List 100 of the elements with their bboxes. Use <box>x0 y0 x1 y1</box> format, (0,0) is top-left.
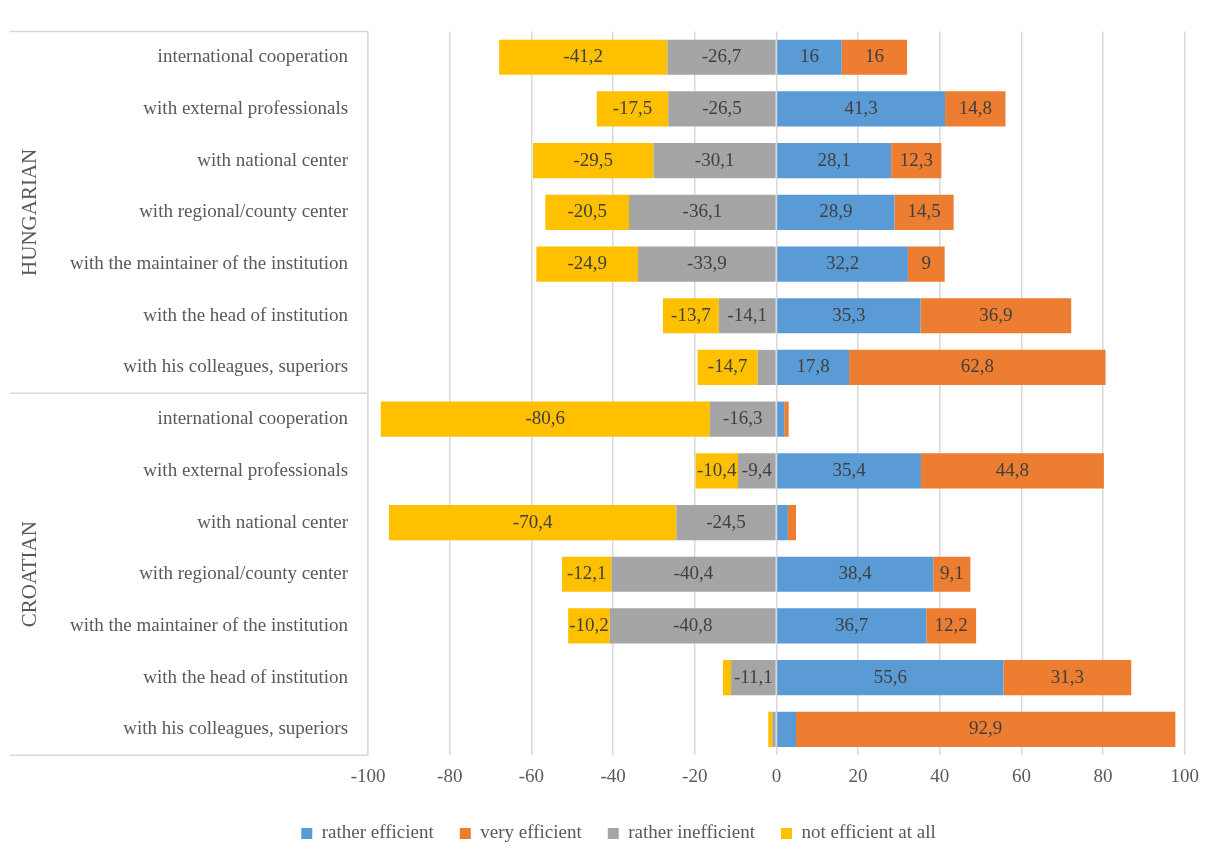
y-tick-label: international cooperation <box>157 45 349 67</box>
y-tick-label: with national center <box>197 510 349 532</box>
y-tick-label: with the maintainer of the institution <box>69 252 349 274</box>
bar <box>722 660 732 696</box>
bar <box>533 143 654 179</box>
legend-label: very efficient <box>480 821 583 843</box>
bar <box>731 660 776 696</box>
bar <box>697 349 758 386</box>
data-label: -17,5 <box>612 96 653 118</box>
data-label: -20,5 <box>567 200 607 222</box>
data-label: 92,9 <box>969 717 1003 739</box>
bar <box>629 194 776 230</box>
bar <box>894 194 954 230</box>
bar <box>536 246 638 282</box>
y-tick-label: with external professionals <box>143 96 349 118</box>
bar <box>676 504 776 541</box>
bar <box>768 711 773 747</box>
bar <box>388 504 677 541</box>
data-label: -40,4 <box>673 562 714 584</box>
y-tick-label: international cooperation <box>157 407 349 429</box>
data-label: -26,5 <box>702 96 742 118</box>
bar <box>638 246 776 282</box>
bar <box>596 91 669 127</box>
x-tick-label: -60 <box>518 764 545 786</box>
y-tick-label: with his colleagues, superiors <box>123 717 349 739</box>
bar <box>777 246 908 282</box>
bar <box>777 194 895 230</box>
bar <box>777 556 934 592</box>
bar <box>777 349 850 386</box>
bar <box>499 39 668 75</box>
data-label: 32,2 <box>825 252 860 274</box>
bar <box>777 711 797 747</box>
bar <box>920 453 1104 489</box>
data-label: -41,2 <box>563 45 604 67</box>
bar <box>777 401 785 437</box>
data-label: 35,4 <box>832 458 867 480</box>
y-tick-label: with external professionals <box>143 458 349 480</box>
data-label: -13,7 <box>671 303 711 325</box>
data-label: -30,1 <box>694 148 735 170</box>
bar <box>609 608 776 644</box>
bar <box>849 349 1106 386</box>
x-tick-label: -100 <box>350 764 386 786</box>
y-tick-label: with regional/county center <box>139 562 349 584</box>
x-tick-label: 60 <box>1011 764 1031 786</box>
data-label: -11,1 <box>733 665 773 687</box>
x-tick-label: 100 <box>1170 764 1199 786</box>
data-label: 9 <box>921 252 932 274</box>
bar <box>662 298 719 334</box>
bar <box>784 401 789 437</box>
data-label: -10,4 <box>697 458 738 480</box>
bar <box>653 143 776 179</box>
x-tick-label: 20 <box>848 764 868 786</box>
data-label: -24,9 <box>567 252 607 274</box>
bar <box>787 504 797 541</box>
text: HUNGARIAN <box>16 148 41 276</box>
data-label: -14,1 <box>727 303 768 325</box>
bar <box>380 401 710 437</box>
data-label: -14,7 <box>707 355 748 377</box>
data-label: 16 <box>864 45 884 67</box>
bar <box>777 143 892 179</box>
data-label: -33,9 <box>687 252 727 274</box>
x-tick-label: 80 <box>1093 764 1113 786</box>
y-tick-label: with the head of institution <box>143 665 349 687</box>
data-label: 17,8 <box>796 355 830 377</box>
data-label: -10,2 <box>569 613 609 635</box>
data-label: 28,9 <box>819 200 853 222</box>
data-label: 55,6 <box>873 665 907 687</box>
data-label: 36,7 <box>835 613 869 635</box>
data-label: 35,3 <box>832 303 866 325</box>
data-label: -26,7 <box>701 45 742 67</box>
data-label: 41,3 <box>844 96 878 118</box>
data-label: -12,1 <box>566 562 607 584</box>
legend-label: not efficient at all <box>801 821 936 843</box>
legend-label: rather inefficient <box>628 821 756 843</box>
data-label: -24,5 <box>706 510 746 532</box>
bar <box>709 401 776 437</box>
data-label: 9,1 <box>939 562 964 584</box>
bar <box>907 246 945 282</box>
data-label: 12,3 <box>899 148 933 170</box>
data-label: 38,4 <box>838 562 873 584</box>
bar <box>920 298 1072 334</box>
bar <box>545 194 630 230</box>
data-label: 31,3 <box>1050 665 1084 687</box>
data-label: 16 <box>799 45 819 67</box>
x-tick-label: 40 <box>930 764 950 786</box>
bar <box>1003 660 1132 696</box>
data-label: -9,4 <box>741 458 773 480</box>
data-label: -70,4 <box>512 510 553 532</box>
bar <box>777 608 927 644</box>
data-label: 62,8 <box>960 355 994 377</box>
x-tick-label: -80 <box>437 764 463 786</box>
y-tick-label: with his colleagues, superiors <box>123 355 349 377</box>
bar <box>777 298 921 334</box>
data-label: -36,1 <box>682 200 723 222</box>
bar <box>796 711 1176 747</box>
bar <box>668 91 776 127</box>
bar <box>926 608 977 644</box>
bar <box>777 504 788 541</box>
y-tick-label: with regional/county center <box>139 200 349 222</box>
bar <box>777 660 1004 696</box>
